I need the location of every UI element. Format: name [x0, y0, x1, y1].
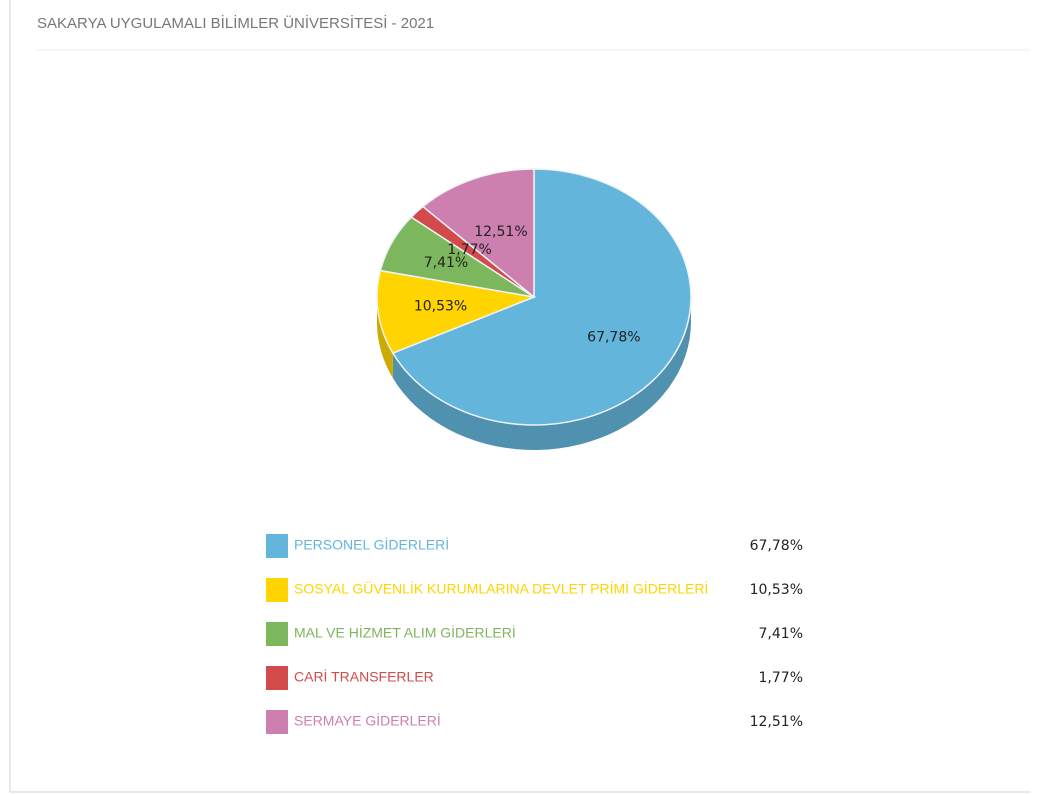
legend-swatch: [266, 578, 288, 602]
legend-label: CARİ TRANSFERLER: [294, 668, 434, 685]
legend-label: MAL VE HİZMET ALIM GİDERLERİ: [294, 624, 516, 641]
legend-label: SOSYAL GÜVENLİK KURUMLARINA DEVLET PRİMİ…: [294, 580, 708, 597]
legend-value: 67,78%: [750, 538, 803, 554]
legend-value: 1,77%: [759, 670, 803, 686]
legend-label: SERMAYE GİDERLERİ: [294, 712, 441, 729]
legend-label: PERSONEL GİDERLERİ: [294, 536, 449, 553]
legend-value: 12,51%: [750, 714, 803, 730]
legend-swatch: [266, 622, 288, 646]
data-label: 1,77%: [447, 242, 491, 258]
pie-slice: [376, 269, 537, 355]
data-label: 67,78%: [587, 330, 640, 346]
pie-slice-side: [392, 297, 691, 450]
chart-title: SAKARYA UYGULAMALI BİLİMLER ÜNİVERSİTESİ…: [37, 14, 434, 32]
legend-swatch: [266, 666, 288, 690]
data-label: 10,53%: [414, 298, 467, 314]
data-label: 7,41%: [424, 255, 468, 271]
legend-swatch: [266, 710, 288, 734]
pie-slice: [391, 168, 692, 426]
legend-value: 10,53%: [750, 582, 803, 598]
pie-slice: [421, 168, 535, 299]
legend-value: 7,41%: [759, 626, 803, 642]
data-label: 12,51%: [474, 224, 527, 240]
legend-swatch: [266, 534, 288, 558]
